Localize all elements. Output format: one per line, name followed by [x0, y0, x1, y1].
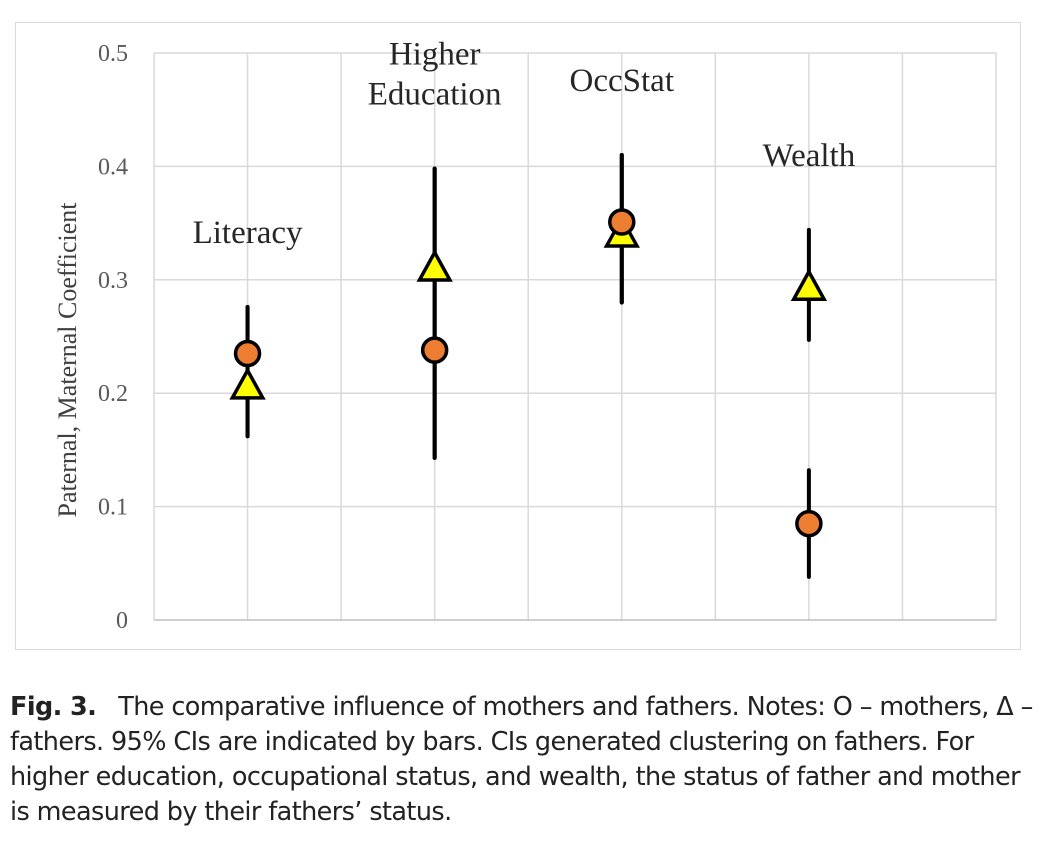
figure-caption: Fig. 3. The comparative influence of moth…: [10, 690, 1040, 830]
category-label: OccStat: [570, 63, 674, 99]
marker-circle-mothers: [233, 339, 262, 368]
marker-circle-mothers: [795, 509, 823, 538]
y-tick-label: 0.4: [98, 154, 128, 180]
y-tick-label: 0: [116, 608, 128, 634]
caption-text: The comparative influence of mothers and…: [10, 692, 1033, 827]
marker-layer: [229, 208, 828, 538]
marker-triangle-fathers: [416, 248, 453, 282]
marker-circle-mothers: [608, 208, 636, 236]
category-label: Education: [368, 77, 502, 113]
category-label: Higher: [389, 37, 481, 73]
figure-label: Fig. 3.: [10, 692, 97, 722]
marker-circle-mothers: [420, 336, 449, 364]
grid-layer: [154, 52, 997, 620]
category-label: Literacy: [193, 215, 303, 251]
marker-triangle-fathers: [229, 366, 266, 400]
y-axis-label: Paternal, Maternal Coefficient: [53, 202, 82, 518]
axis-layer: 0 0.1 0.2 0.3 0.4 0.5: [98, 41, 996, 634]
y-tick-label: 0.3: [98, 268, 128, 294]
label-layer: Literacy Higher Education OccStat Wealth: [193, 37, 856, 251]
category-label: Wealth: [763, 138, 856, 174]
chart-frame: 0 0.1 0.2 0.3 0.4 0.5 Literacy Higher Education…: [15, 22, 1021, 650]
y-tick-label: 0.5: [98, 41, 128, 67]
chart-svg: 0 0.1 0.2 0.3 0.4 0.5 Literacy Higher Education…: [53, 37, 997, 634]
y-tick-label: 0.2: [98, 381, 128, 407]
marker-triangle-fathers: [790, 268, 828, 302]
y-tick-label: 0.1: [98, 495, 128, 521]
